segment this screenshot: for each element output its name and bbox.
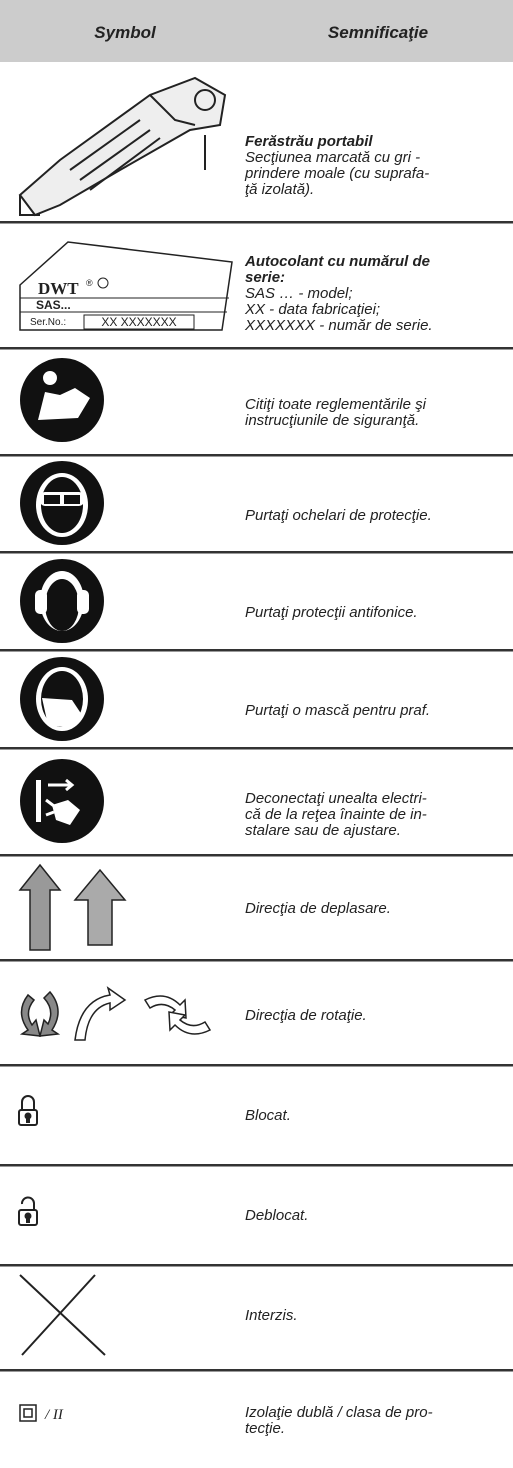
row-divider [0,1064,513,1067]
read-manual-icon [20,358,104,442]
lock-icon [18,1095,38,1126]
row-divider [0,1369,513,1372]
row-text: XX - data fabricaţiei; [244,301,380,318]
row-text: Purtaţi protecţii antifonice. [245,604,418,621]
row-text: că de la reţea înainte de in- [245,806,427,823]
direction-arrows [18,863,127,951]
row-text: Deconectaţi unealta electri- [245,790,427,807]
goggles-icon [20,461,104,545]
row-divider [0,221,513,224]
sticker-icon: DWT ® SAS... Ser.No.: XX XXXXXXX [19,241,233,331]
row-divider [0,747,513,750]
row-text: XXXXXXX - număr de serie. [244,317,433,334]
row-text: Citiţi toate reglementările şi [245,396,427,413]
row-text: Direcţia de deplasare. [245,900,391,917]
row-text: Deblocat. [245,1207,308,1224]
row-text: Purtaţi ochelari de protecţie. [245,507,432,524]
header-symbol: Symbol [94,23,157,42]
row-divider [0,649,513,652]
row-divider [0,551,513,554]
row-text: instrucţiunile de siguranţă. [245,412,419,429]
rotation-arrows [19,986,212,1041]
row-text: Izolaţie dublă / clasa de pro- [245,1404,433,1421]
row-divider [0,959,513,962]
row-divider [0,854,513,857]
row-text: prindere moale (cu suprafa- [244,165,429,182]
sticker-model: SAS... [36,298,71,312]
prohibited-icon [19,1274,106,1356]
sticker-serial: XX XXXXXXX [101,315,176,329]
row-divider [0,1164,513,1167]
unplug-icon [20,759,104,843]
row-text: stalare sau de ajustare. [245,822,401,839]
sticker-mark: ® [86,278,93,288]
sticker-serial-label: Ser.No.: [30,317,66,328]
row-text: Interzis. [245,1307,298,1324]
row-text: Secţiunea marcată cu gri - [245,149,420,166]
double-insulation-icon [19,1404,37,1422]
row-title: Ferăstrău portabil [245,133,373,150]
row-divider [0,1264,513,1267]
unlock-icon [18,1196,38,1226]
row-text: ţă izolată). [245,181,314,198]
row-divider [0,347,513,350]
ear-protection-icon [20,559,104,643]
row-text: tecţie. [245,1420,285,1437]
header-meaning: Semnificaţie [328,23,428,42]
row-text: Direcţia de rotaţie. [245,1007,367,1024]
header-bg [0,0,513,62]
row-title: Autocolant cu numărul de [244,253,430,270]
row-divider [0,454,513,457]
row-text: Purtaţi o mască pentru praf. [245,702,430,719]
dust-mask-icon [20,657,104,741]
row-text: SAS … - model; [245,285,353,302]
row-title: serie: [245,269,285,286]
row-text: Blocat. [245,1107,291,1124]
saw-icon [18,76,227,217]
sticker-brand: DWT [38,279,79,298]
class-symbol: / II [44,1407,64,1423]
